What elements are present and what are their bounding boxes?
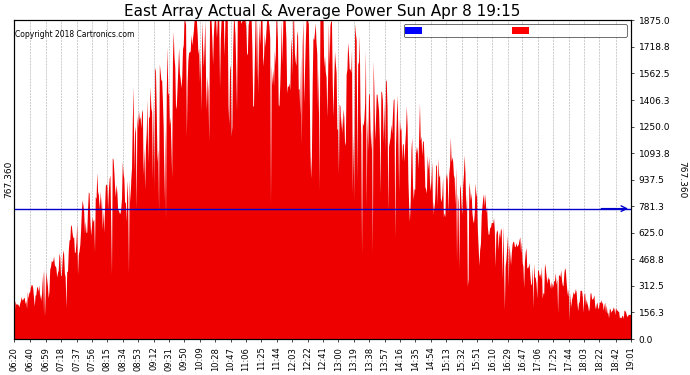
Y-axis label: 767.360: 767.360 [4, 161, 13, 198]
Title: East Array Actual & Average Power Sun Apr 8 19:15: East Array Actual & Average Power Sun Ap… [124, 4, 521, 19]
Legend: Average  (DC Watts), East Array  (DC Watts): Average (DC Watts), East Array (DC Watts… [404, 24, 627, 37]
Y-axis label: 767.360: 767.360 [677, 161, 686, 198]
Text: Copyright 2018 Cartronics.com: Copyright 2018 Cartronics.com [15, 30, 135, 39]
